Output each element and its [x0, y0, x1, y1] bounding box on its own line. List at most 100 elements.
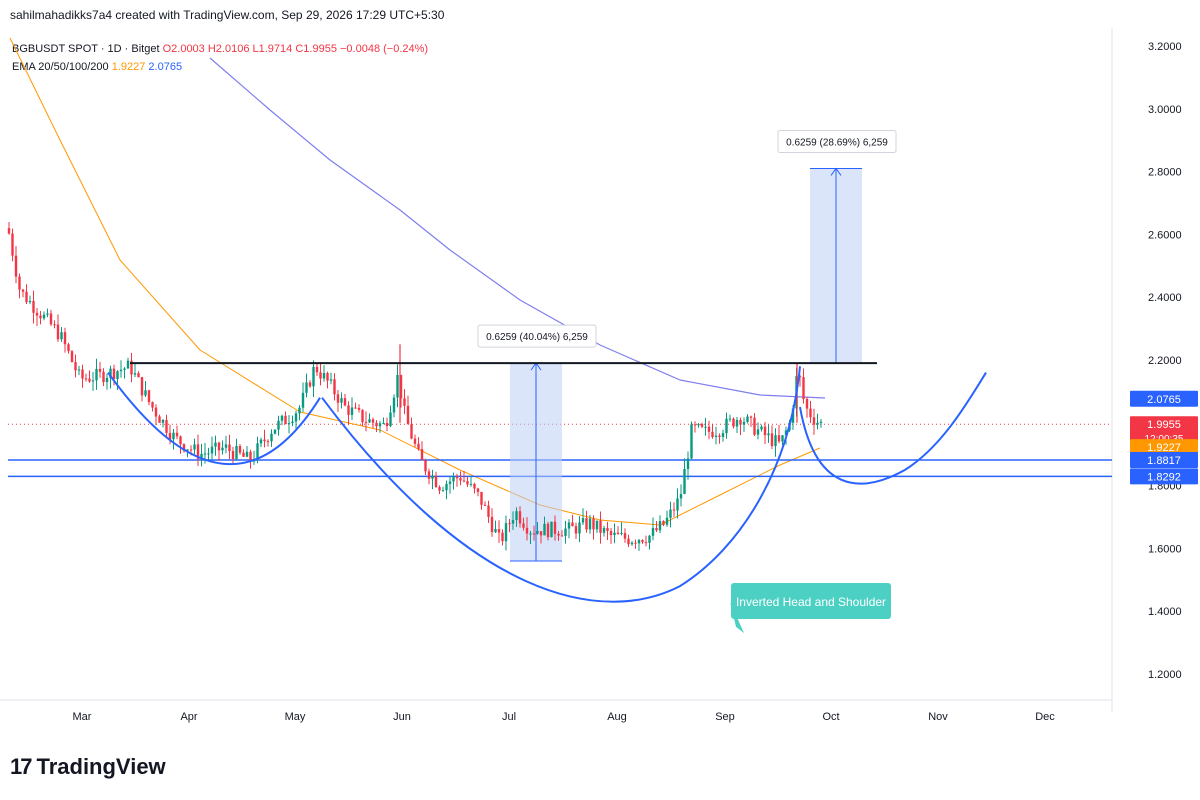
pattern-label-bg: [731, 583, 891, 619]
tradingview-brand[interactable]: 17 TradingView: [10, 754, 166, 780]
candle-body: [284, 415, 287, 425]
x-tick-label: Apr: [180, 711, 197, 723]
candle-body: [742, 421, 746, 425]
candle-body: [217, 442, 221, 451]
symbol-label[interactable]: BGBUSDT SPOT · 1D · Bitget: [12, 43, 160, 55]
candle-body: [525, 527, 529, 534]
y-tick-label: 3.2000: [1148, 41, 1182, 53]
candle-body: [508, 523, 511, 525]
measure-1-label-bg: [477, 324, 597, 348]
pattern-label: Inverted Head and Shoulder: [736, 595, 886, 609]
candle-body: [651, 527, 655, 536]
candle-body: [784, 430, 788, 436]
candle-body: [361, 409, 364, 423]
candle-body: [28, 300, 32, 303]
candle-body: [354, 407, 357, 409]
candle-body: [25, 291, 28, 303]
candle-body: [371, 419, 375, 423]
candle-body: [501, 532, 504, 542]
candle-body: [816, 422, 819, 425]
candle-body: [497, 529, 501, 533]
candle-body: [480, 491, 483, 505]
candle-body: [693, 424, 697, 426]
candle-body: [602, 527, 606, 533]
candle-body: [539, 531, 543, 536]
measure-2-label-bg: [777, 129, 897, 153]
candle-body: [469, 483, 473, 485]
candle-body: [60, 332, 63, 340]
candle-body: [151, 402, 154, 408]
candle-body: [728, 418, 732, 420]
candle-body: [413, 438, 417, 444]
candle-body: [74, 362, 77, 371]
candle-body: [130, 360, 133, 375]
candle-body: [522, 523, 525, 528]
candle-body: [571, 522, 574, 527]
candle-body: [18, 276, 21, 290]
candle-body: [144, 390, 147, 396]
candle-body: [644, 542, 648, 544]
candle-body: [420, 449, 424, 461]
candle-body: [700, 424, 704, 427]
candle-body: [385, 422, 389, 427]
candle-body: [35, 312, 39, 316]
candle-body: [322, 373, 326, 379]
candle-body: [196, 444, 200, 459]
candle-body: [189, 449, 193, 451]
candle-body: [760, 426, 763, 430]
candle-body: [448, 481, 452, 484]
candle-body: [140, 377, 144, 396]
candle-body: [168, 432, 172, 440]
candle-body: [441, 490, 445, 492]
candle-body: [133, 373, 137, 375]
x-tick-label: Jul: [502, 711, 516, 723]
candle-body: [161, 419, 165, 423]
candle-body: [333, 379, 336, 395]
ema-label[interactable]: EMA 20/50/100/200: [12, 61, 109, 73]
candle-body: [725, 418, 728, 434]
candle-body: [256, 443, 259, 459]
candle-body: [70, 351, 74, 363]
candle-body: [235, 445, 238, 459]
candle-body: [179, 436, 182, 445]
candle-body: [585, 518, 588, 530]
candle-body: [494, 529, 497, 533]
candle-body: [648, 535, 651, 543]
ema-value-1: 1.9227: [111, 61, 146, 73]
candle-body: [798, 376, 802, 378]
candle-body: [399, 374, 403, 399]
candle-body: [56, 324, 60, 340]
y-tick-label: 2.6000: [1148, 229, 1182, 241]
candle-body: [490, 516, 494, 533]
candle-body: [182, 444, 186, 451]
candle-body: [273, 429, 277, 434]
candle-body: [557, 533, 560, 536]
candle-body: [812, 417, 816, 425]
price-chart[interactable]: 3.20003.00002.80002.60002.40002.20002.00…: [0, 28, 1200, 740]
chart-legend: BGBUSDT SPOT · 1D · Bitget O2.0003 H2.01…: [12, 40, 428, 76]
candle-body: [287, 423, 291, 425]
candle-body: [466, 481, 469, 485]
candle-body: [214, 442, 217, 447]
candle-body: [119, 369, 123, 372]
candle-body: [172, 432, 175, 440]
candle-body: [567, 522, 571, 529]
candle-body: [203, 453, 207, 455]
brand-name: TradingView: [36, 754, 166, 779]
candle-body: [805, 398, 809, 409]
candle-body: [312, 366, 315, 387]
candle-body: [49, 313, 53, 325]
candle-body: [42, 314, 46, 319]
candle-body: [158, 416, 161, 423]
candle-body: [245, 451, 249, 457]
candle-body: [67, 344, 70, 352]
candle-body: [819, 421, 823, 423]
candle-body: [14, 255, 18, 277]
candle-body: [319, 372, 322, 379]
x-tick-label: Sep: [715, 711, 735, 723]
candle-body: [308, 382, 312, 387]
candle-body: [77, 369, 81, 371]
ema-blue-line: [209, 57, 826, 399]
candle-body: [266, 441, 270, 443]
candle-body: [707, 426, 711, 432]
